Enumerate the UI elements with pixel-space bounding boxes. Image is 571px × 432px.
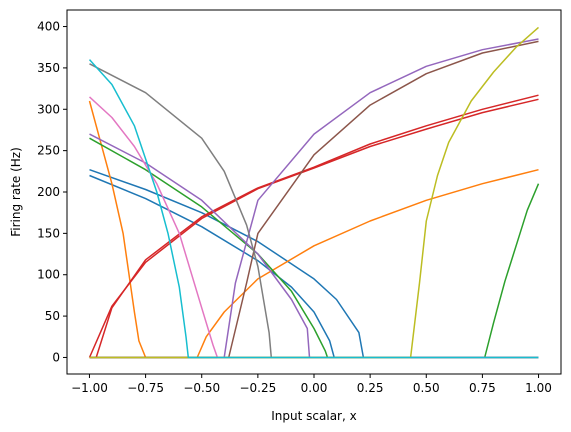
plot-lines: [88, 26, 540, 359]
x-axis-ticks: −1.00 −0.75 −0.50 −0.25 0.00 0.25 0.50 0.75 1.00: [71, 374, 552, 395]
series-line-11: [89, 40, 539, 359]
y-axis-ticks: 0 50 100 150 200 250 300 350 400: [37, 20, 67, 364]
x-tick-label: −1.00: [71, 381, 108, 395]
y-tick-label: 200: [37, 185, 60, 199]
y-tick-label: 100: [37, 268, 60, 282]
series-line-10: [89, 38, 539, 359]
series-line-6: [89, 183, 540, 359]
x-tick-label: −0.25: [239, 381, 276, 395]
series-line-15: [88, 59, 539, 359]
y-axis-label: Firing rate (Hz): [9, 147, 23, 237]
y-tick-label: 350: [37, 61, 60, 75]
x-tick-label: 0.25: [357, 381, 384, 395]
y-tick-label: 50: [45, 309, 60, 323]
series-line-8: [88, 98, 539, 358]
x-tick-label: −0.50: [183, 381, 220, 395]
x-tick-label: 0.50: [413, 381, 440, 395]
series-line-7: [89, 94, 539, 359]
series-line-3: [88, 100, 539, 359]
y-tick-label: 300: [37, 102, 60, 116]
series-line-12: [88, 96, 539, 359]
y-tick-label: 400: [37, 20, 60, 34]
x-tick-label: 1.00: [525, 381, 552, 395]
x-axis-label: Input scalar, x: [271, 409, 356, 423]
series-line-2: [89, 174, 539, 359]
axes-frame: [66, 9, 562, 375]
x-tick-label: 0.75: [469, 381, 496, 395]
y-tick-label: 250: [37, 144, 60, 158]
y-tick-label: 150: [37, 226, 60, 240]
x-tick-label: −0.75: [127, 381, 164, 395]
y-tick-label: 0: [52, 350, 60, 364]
x-tick-label: 0.00: [301, 381, 328, 395]
